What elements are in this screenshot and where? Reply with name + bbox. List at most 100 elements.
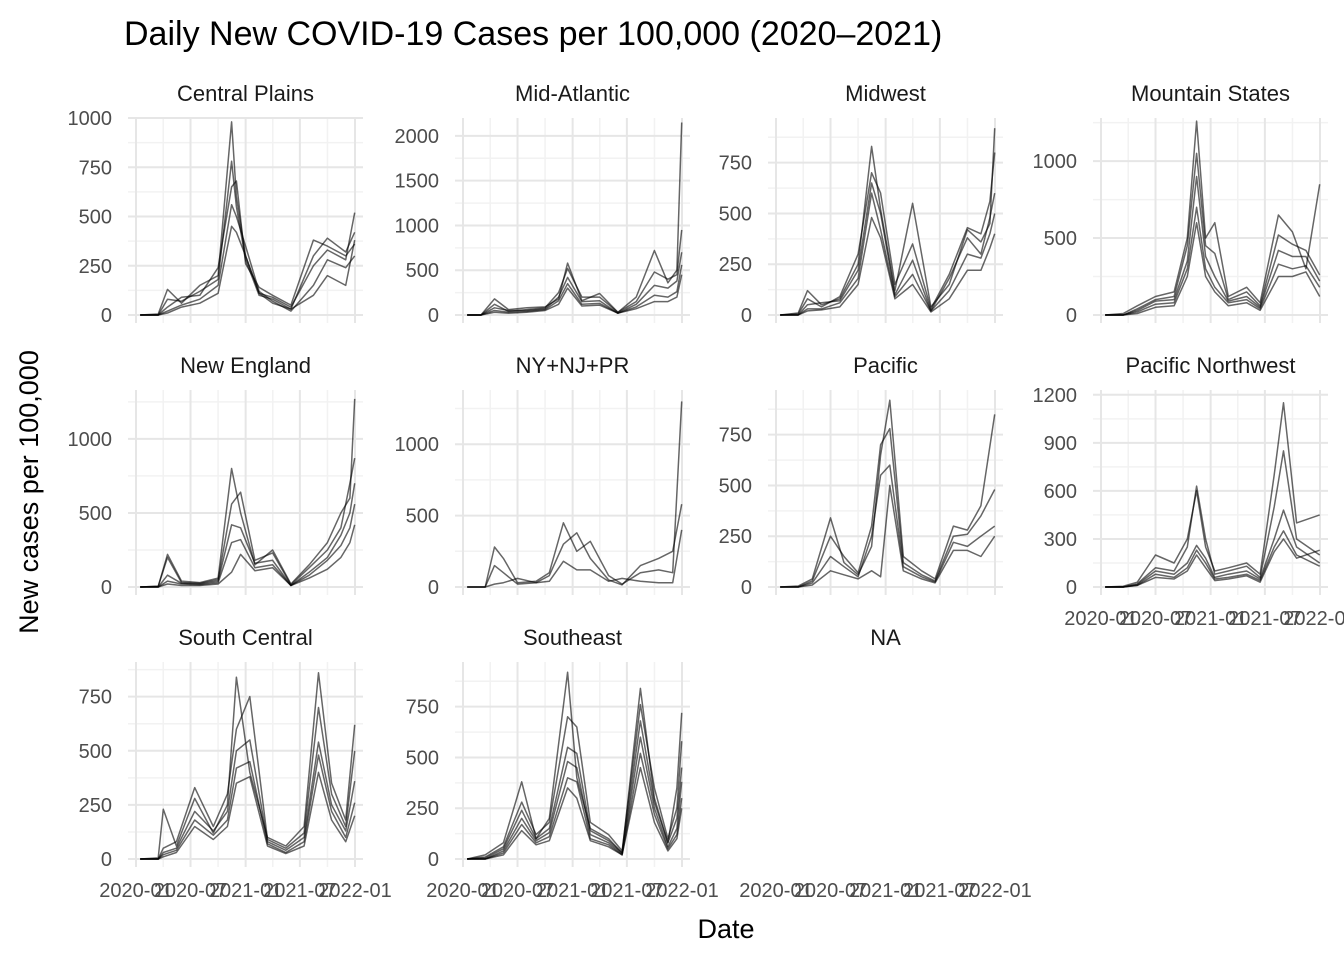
series-line <box>140 203 356 316</box>
facet-panel: Midwest 0 250 500 750 <box>719 81 1003 327</box>
facet-title: NY+NJ+PR <box>516 353 630 378</box>
series-line <box>467 264 683 316</box>
series-line <box>467 752 683 860</box>
gridlines <box>768 390 1003 595</box>
series-line <box>467 504 683 588</box>
series-line <box>1105 509 1321 588</box>
y-tick-label: 0 <box>428 849 439 871</box>
x-tick-label: 2020-07 <box>1119 608 1192 630</box>
x-tick-label: 2021-01 <box>536 880 609 902</box>
x-tick-label: 2022-01 <box>958 880 1031 902</box>
series-line <box>1105 152 1321 316</box>
y-tick-label: 500 <box>1044 228 1077 250</box>
y-tick-label: 300 <box>1044 529 1077 551</box>
y-tick-label: 750 <box>79 687 112 709</box>
y-tick-label: 250 <box>406 798 439 820</box>
facet-title: South Central <box>178 625 313 650</box>
series-line <box>467 274 683 316</box>
x-tick-label: 2022-01 <box>318 880 391 902</box>
series-line <box>467 703 683 860</box>
y-tick-label: 0 <box>741 577 752 599</box>
facet-panel: Pacific Northwest 0 300 600 900 1200 <box>1033 353 1328 599</box>
series-line <box>780 484 996 588</box>
y-tick-label: 1000 <box>68 429 113 451</box>
facet-panel: Mountain States 0 500 1000 <box>1033 81 1328 327</box>
y-tick-label: 250 <box>79 256 112 278</box>
series-line <box>467 401 683 588</box>
series-line <box>1105 206 1321 316</box>
y-tick-label: 750 <box>719 425 752 447</box>
series-line <box>140 672 356 860</box>
y-tick-label: 250 <box>79 795 112 817</box>
facet-title: New England <box>180 353 311 378</box>
series-line <box>140 771 356 860</box>
facet-panel: Central Plains 0 250 500 750 1000 <box>68 81 363 327</box>
x-tick-label: 2022-01 <box>645 880 718 902</box>
y-tick-label: 0 <box>741 305 752 327</box>
series-line <box>780 152 996 316</box>
facet-panel: Pacific 0 250 500 750 <box>719 353 1003 599</box>
facet-panel: NA <box>870 625 901 650</box>
y-axis-title: New cases per 100,000 <box>14 350 44 634</box>
x-tick-label: 2020-01 <box>1064 608 1137 630</box>
series-line <box>467 529 683 588</box>
x-tick-label: 2020-01 <box>739 880 812 902</box>
y-tick-label: 750 <box>406 697 439 719</box>
y-tick-label: 2000 <box>395 126 440 148</box>
series-line <box>140 503 356 588</box>
series-line <box>780 427 996 588</box>
series-line <box>780 216 996 316</box>
y-tick-label: 0 <box>1066 305 1077 327</box>
y-tick-label: 0 <box>101 849 112 871</box>
x-tick-label: 2020-07 <box>794 880 867 902</box>
facet-title: Pacific <box>853 353 918 378</box>
facet-panels: Central Plains02505007501000Mid-Atlantic… <box>68 81 1344 902</box>
y-tick-label: 500 <box>406 506 439 528</box>
y-tick-label: 1000 <box>68 108 113 130</box>
gridlines <box>128 117 363 323</box>
facet-title: Mid-Atlantic <box>515 81 630 106</box>
facet-panel: NY+NJ+PR 0 500 1000 <box>395 353 690 599</box>
facet-title: Midwest <box>845 81 926 106</box>
series-line <box>467 720 683 860</box>
y-tick-label: 900 <box>1044 433 1077 455</box>
gridlines <box>128 662 363 867</box>
x-tick-label: 2020-01 <box>426 880 499 902</box>
y-tick-label: 600 <box>1044 481 1077 503</box>
y-tick-label: 0 <box>101 305 112 327</box>
y-tick-label: 500 <box>406 747 439 769</box>
facet-title: Mountain States <box>1131 81 1290 106</box>
y-tick-label: 0 <box>428 577 439 599</box>
x-tick-label: 2021-07 <box>903 880 976 902</box>
y-tick-label: 500 <box>406 260 439 282</box>
y-tick-label: 0 <box>101 577 112 599</box>
y-tick-label: 1000 <box>395 215 440 237</box>
y-tick-label: 250 <box>719 254 752 276</box>
series-line <box>1105 538 1320 588</box>
series-line <box>1105 221 1321 316</box>
series-line <box>1105 175 1321 316</box>
series-line <box>140 225 356 316</box>
x-tick-label: 2021-07 <box>263 880 336 902</box>
series-line <box>467 229 683 316</box>
y-tick-label: 0 <box>1066 577 1077 599</box>
series-line <box>140 739 356 860</box>
series-line <box>140 180 356 316</box>
series-line <box>140 483 356 588</box>
facet-title: Pacific Northwest <box>1126 353 1296 378</box>
series-line <box>140 695 356 860</box>
x-tick-label: 2021-01 <box>849 880 922 902</box>
gridlines <box>768 118 1003 323</box>
facet-title: Southeast <box>523 625 622 650</box>
y-tick-label: 500 <box>79 207 112 229</box>
series-line <box>780 464 996 588</box>
series-line <box>780 399 996 588</box>
x-tick-label: 2020-07 <box>154 880 227 902</box>
facet-title: NA <box>870 625 901 650</box>
y-tick-label: 500 <box>719 203 752 225</box>
series-line <box>467 736 683 860</box>
series-line <box>467 766 683 860</box>
x-tick-label: 2020-01 <box>99 880 172 902</box>
y-tick-label: 1000 <box>395 434 440 456</box>
